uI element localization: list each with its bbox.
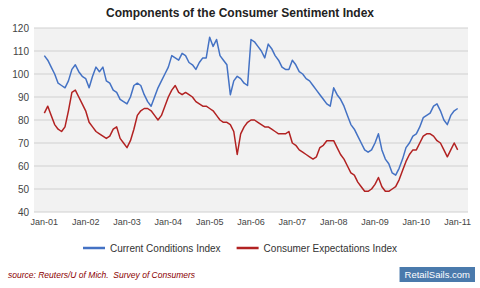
x-tick-label: Jan-11 [444, 217, 471, 227]
x-tick-label: Jan-02 [72, 217, 100, 227]
x-tick-label: Jan-08 [320, 217, 348, 227]
grid-line [34, 212, 468, 213]
grid-line [34, 166, 468, 167]
brand: RetailSails.com [400, 267, 475, 282]
grid-line [34, 97, 468, 98]
brand-text: RetailSails.com [405, 269, 471, 280]
y-tick-label: 90 [18, 92, 30, 103]
y-tick-label: 120 [12, 23, 29, 34]
y-tick-label: 60 [18, 161, 30, 172]
series-lines [44, 37, 457, 191]
title: Components of the Consumer Sentiment Ind… [106, 6, 374, 20]
x-tick-label: Jan-10 [403, 217, 431, 227]
x-tick-label: Jan-01 [31, 217, 59, 227]
legend-swatch [237, 247, 259, 250]
brand-box [400, 267, 475, 282]
legend: Current Conditions Index Consumer Expecta… [83, 243, 397, 254]
x-tick-label: Jan-05 [196, 217, 224, 227]
line [44, 37, 457, 175]
y-tick-label: 70 [18, 138, 30, 149]
x-tick-label: Jan-09 [361, 217, 389, 227]
grid-line [34, 74, 468, 75]
y-tick-label: 80 [18, 115, 30, 126]
legend-swatch [83, 247, 105, 250]
chart: Components of the Consumer Sentiment Ind… [0, 0, 480, 288]
y-tick-label: 110 [13, 46, 29, 57]
plot-area [34, 28, 468, 212]
x-tick-label: Jan-07 [279, 217, 307, 227]
y-tick-label: 50 [18, 184, 30, 195]
grid-line [34, 143, 468, 144]
x-tick-label: Jan-06 [237, 217, 265, 227]
legend-item: Current Conditions Index [83, 243, 221, 254]
legend-label: Consumer Expectations Index [264, 243, 397, 254]
grid-line [34, 51, 468, 52]
source-note: source: Reuters/U of Mich. Survey of Con… [8, 270, 196, 280]
grid-line [34, 28, 468, 29]
grid-line [34, 189, 468, 190]
x-tick-label: Jan-03 [113, 217, 141, 227]
line [44, 86, 457, 192]
legend-label: Current Conditions Index [110, 243, 221, 254]
x-tick-label: Jan-04 [155, 217, 183, 227]
grid [34, 28, 468, 212]
legend-item: Consumer Expectations Index [237, 243, 397, 254]
y-tick-label: 100 [12, 69, 29, 80]
y-tick-label: 40 [18, 207, 30, 218]
